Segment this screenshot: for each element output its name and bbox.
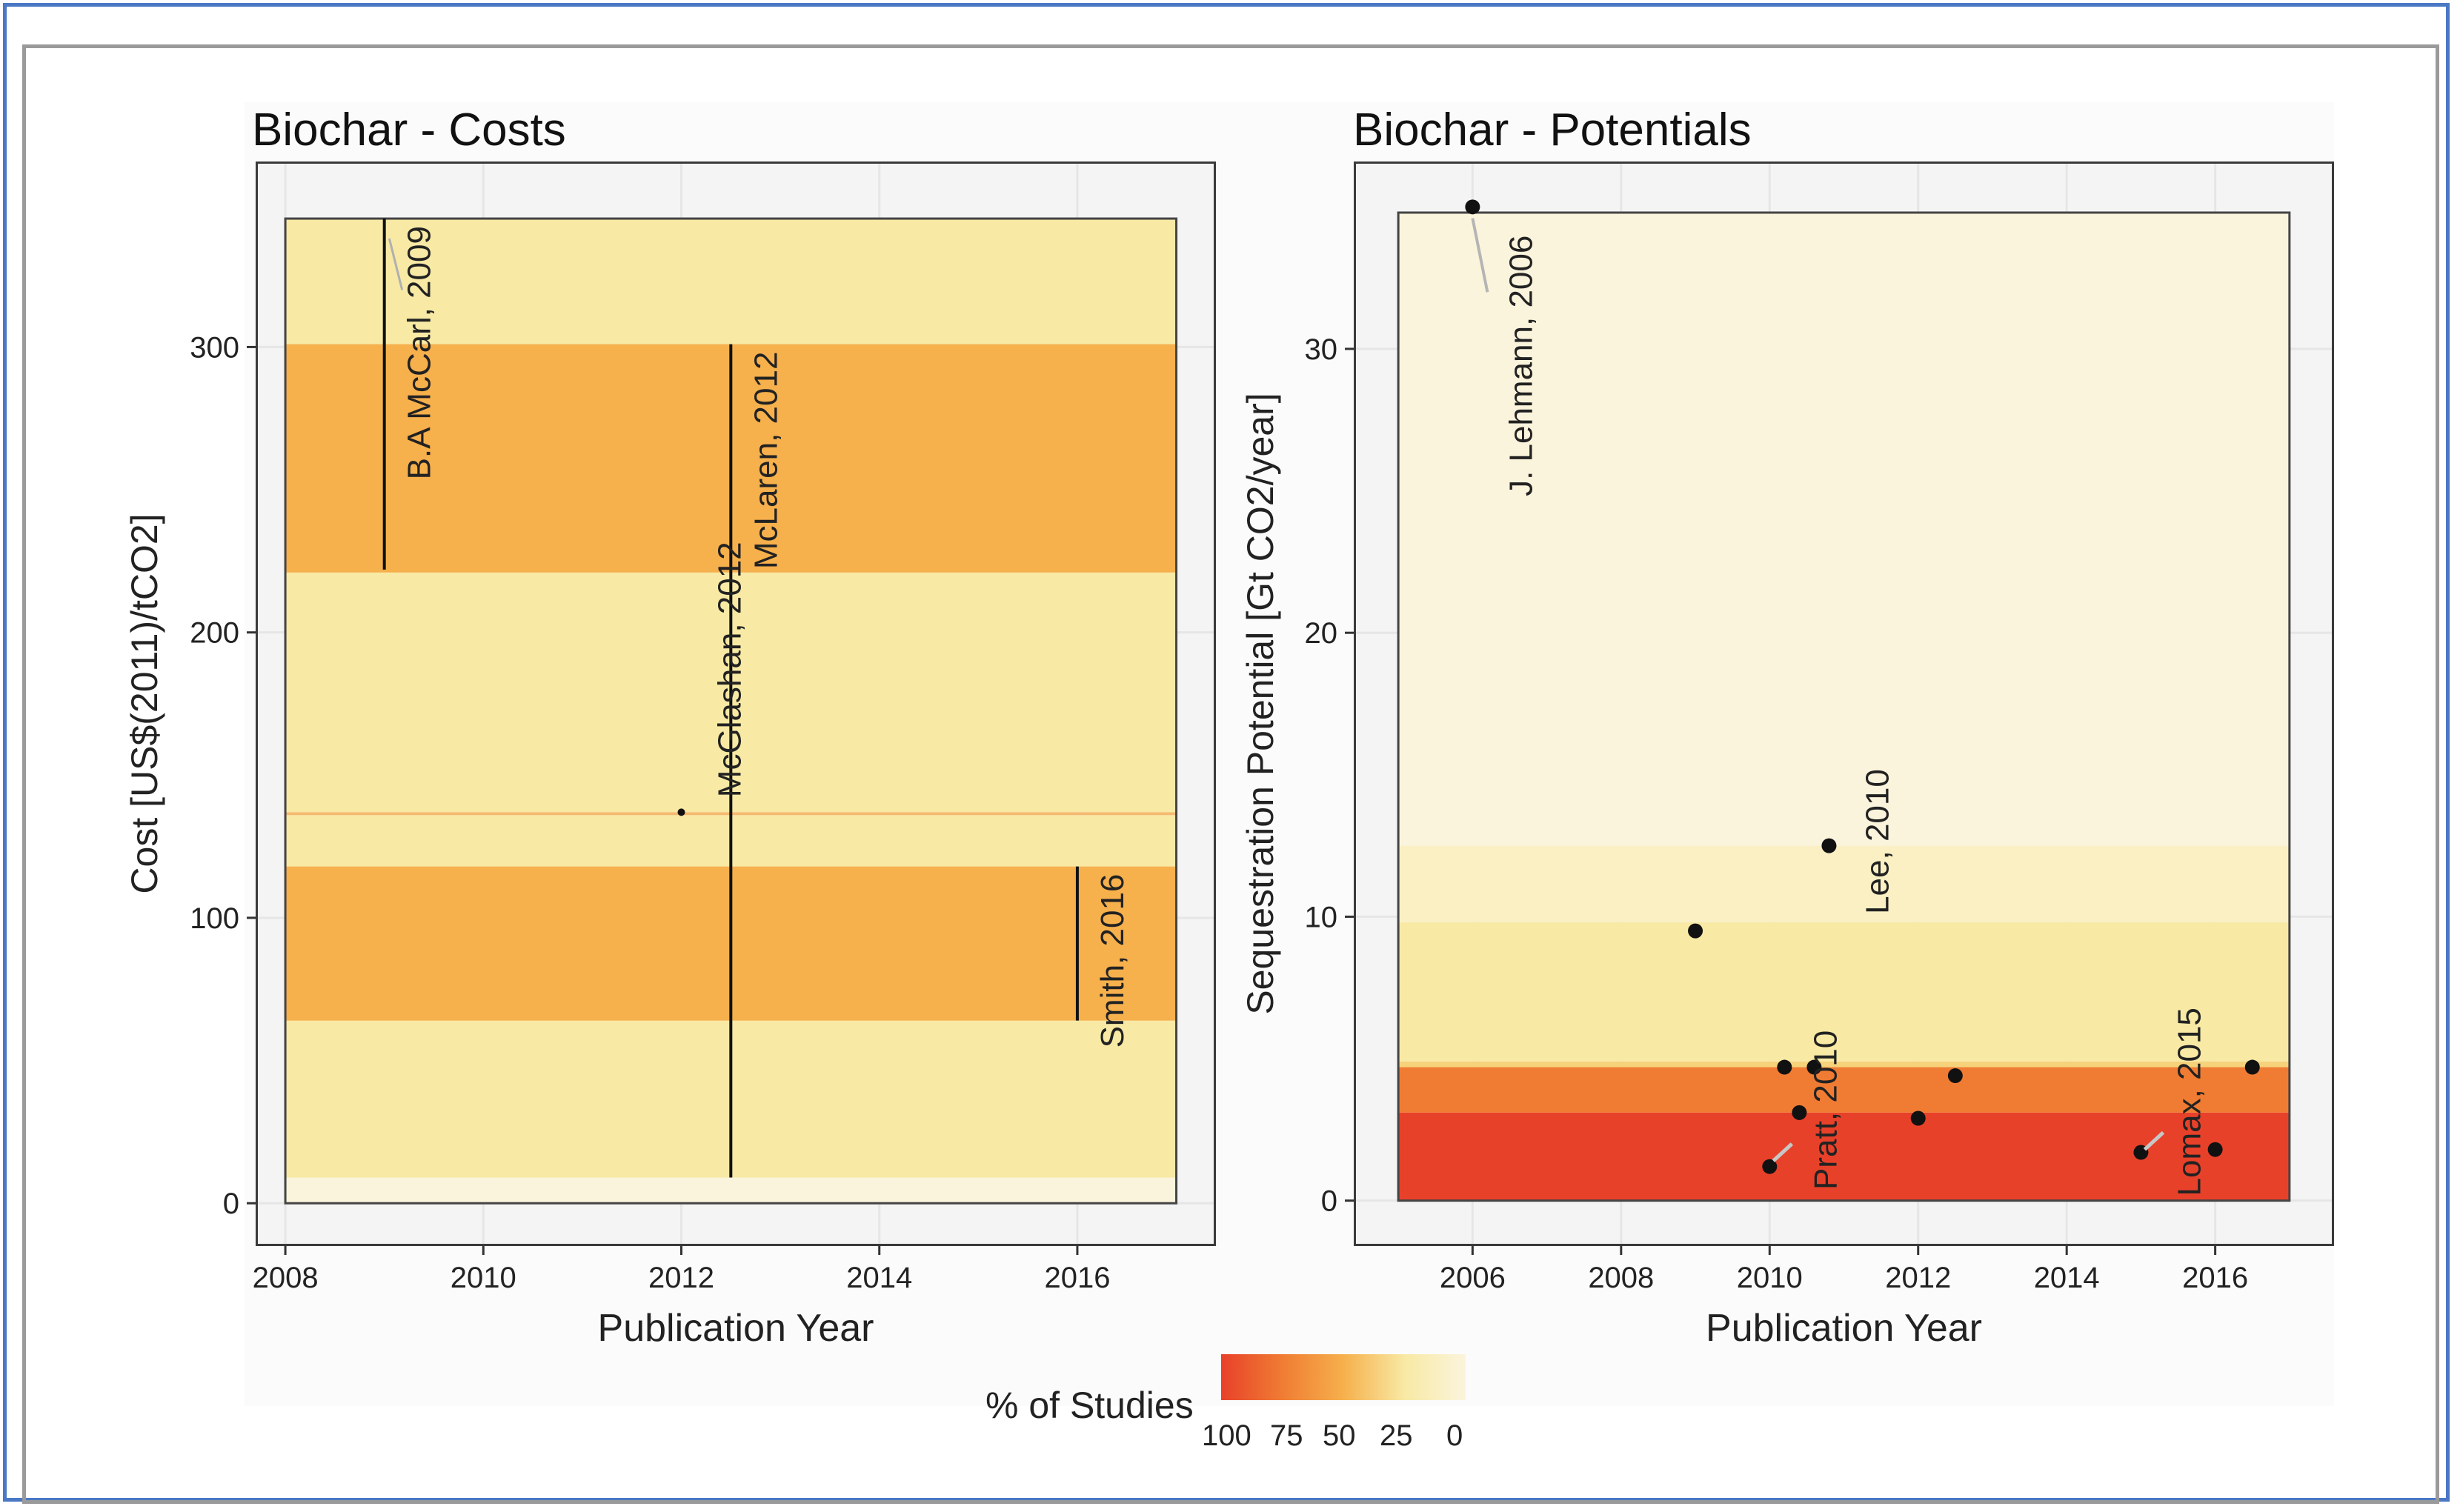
potentials-x-axis-title: Publication Year bbox=[1706, 1307, 1982, 1350]
costs-x-tick-label: 2012 bbox=[648, 1262, 714, 1294]
potentials-point bbox=[1762, 1159, 1778, 1174]
potentials-band bbox=[1398, 845, 2290, 923]
potentials-x-tick-label: 2014 bbox=[2034, 1262, 2100, 1294]
costs-point-label: McGlashan, 2012 bbox=[712, 542, 748, 797]
potentials-x-tick-label: 2010 bbox=[1737, 1262, 1803, 1294]
potentials-y-axis-title: Sequestration Potential [Gt CO2/year] bbox=[1240, 393, 1281, 1014]
potentials-x-tick-label: 2012 bbox=[1885, 1262, 1951, 1294]
legend-title: % of Studies bbox=[985, 1385, 1194, 1426]
costs-range-label: B.A McCarl, 2009 bbox=[402, 226, 438, 479]
potentials-band bbox=[1398, 922, 2290, 1062]
potentials-band bbox=[1398, 1067, 2290, 1113]
costs-x-tick-label: 2010 bbox=[451, 1262, 516, 1294]
potentials-point bbox=[1947, 1068, 1963, 1084]
legend-tick-50: 50 bbox=[1323, 1419, 1356, 1452]
costs-x-tick-label: 2016 bbox=[1044, 1262, 1110, 1294]
costs-range-label: McLaren, 2012 bbox=[748, 352, 784, 570]
costs-point bbox=[677, 808, 685, 816]
costs-range-label: Smith, 2016 bbox=[1094, 874, 1131, 1048]
legend-tick-0: 0 bbox=[1446, 1419, 1463, 1452]
potentials-point bbox=[1910, 1110, 1926, 1126]
potentials-y-tick-label: 20 bbox=[1305, 617, 1338, 650]
potentials-point bbox=[1821, 838, 1837, 853]
potentials-point bbox=[2244, 1059, 2260, 1075]
potentials-point-label: J. Lehmann, 2006 bbox=[1503, 236, 1540, 496]
potentials-label-leader bbox=[2143, 1130, 2165, 1151]
potentials-panel-border bbox=[1397, 211, 2291, 1202]
costs-panel-border bbox=[284, 217, 1178, 1205]
costs-panel-title: Biochar - Costs bbox=[252, 104, 566, 156]
costs-y-tick-label: 0 bbox=[223, 1188, 239, 1220]
potentials-point bbox=[1777, 1059, 1792, 1075]
potentials-point bbox=[1465, 199, 1480, 215]
potentials-y-tick-label: 10 bbox=[1305, 901, 1338, 933]
costs-y-tick-label: 200 bbox=[190, 617, 239, 650]
potentials-point-label: Pratt, 2010 bbox=[1807, 1030, 1844, 1190]
costs-y-tick-label: 300 bbox=[190, 331, 239, 364]
potentials-point-label: Lee, 2010 bbox=[1860, 769, 1896, 914]
legend-tick-100: 100 bbox=[1202, 1419, 1251, 1452]
potentials-band bbox=[1398, 1112, 2290, 1201]
inner-frame bbox=[22, 44, 2439, 1504]
potentials-x-tick-label: 2006 bbox=[1440, 1262, 1506, 1294]
legend-colorbar bbox=[1221, 1354, 1466, 1400]
legend-tick-75: 75 bbox=[1270, 1419, 1303, 1452]
potentials-x-tick-label: 2008 bbox=[1588, 1262, 1654, 1294]
costs-band bbox=[285, 219, 1177, 344]
potentials-point bbox=[1792, 1105, 1807, 1120]
costs-label-leader bbox=[388, 238, 404, 290]
potentials-point bbox=[1688, 923, 1703, 939]
costs-x-tick-label: 2014 bbox=[846, 1262, 912, 1294]
costs-band bbox=[285, 1177, 1177, 1204]
potentials-y-tick-label: 0 bbox=[1321, 1185, 1337, 1218]
outer-frame bbox=[3, 3, 2450, 1502]
potentials-point-label: Lomax, 2015 bbox=[2172, 1008, 2208, 1196]
potentials-band bbox=[1398, 212, 2290, 846]
potentials-label-leader bbox=[1471, 218, 1489, 293]
potentials-band bbox=[1398, 1061, 2290, 1068]
costs-x-axis-title: Publication Year bbox=[598, 1307, 874, 1350]
potentials-x-tick-label: 2016 bbox=[2182, 1262, 2248, 1294]
potentials-label-leader bbox=[1772, 1142, 1794, 1162]
costs-y-axis-title: Cost [US$(2011)/tCO2] bbox=[124, 513, 165, 893]
potentials-panel-title: Biochar - Potentials bbox=[1353, 104, 1752, 156]
potentials-y-tick-label: 30 bbox=[1305, 333, 1338, 366]
costs-y-tick-label: 100 bbox=[190, 902, 239, 935]
potentials-point bbox=[1806, 1059, 1822, 1075]
costs-x-tick-label: 2008 bbox=[253, 1262, 319, 1294]
potentials-point bbox=[2207, 1142, 2223, 1157]
legend-tick-25: 25 bbox=[1380, 1419, 1413, 1452]
